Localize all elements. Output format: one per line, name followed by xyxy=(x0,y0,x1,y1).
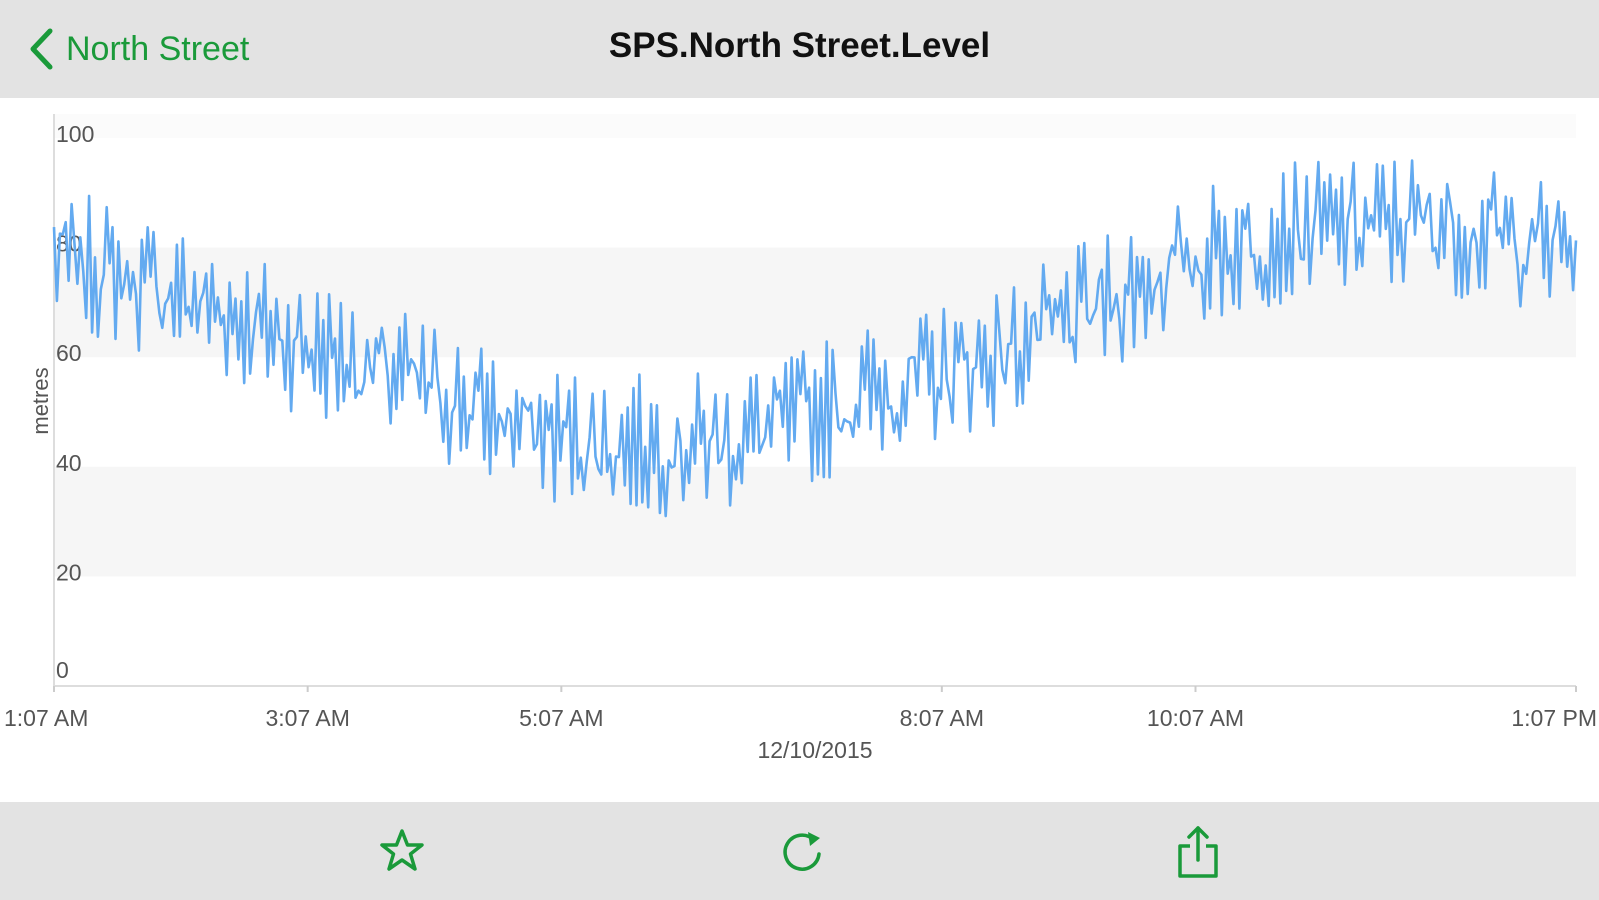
x-tick-label: 1:07 AM xyxy=(4,705,88,731)
refresh-button[interactable] xyxy=(772,822,832,882)
x-tick-label: 10:07 AM xyxy=(1147,705,1244,731)
star-icon xyxy=(380,829,424,871)
favorite-button[interactable] xyxy=(372,822,432,882)
share-button[interactable] xyxy=(1168,822,1228,882)
x-tick-label: 5:07 AM xyxy=(519,705,603,731)
y-axis-title: metres xyxy=(28,367,53,434)
x-tick-label: 8:07 AM xyxy=(900,705,984,731)
navigation-bar: North Street SPS.North Street.Level xyxy=(0,0,1599,98)
back-button-label: North Street xyxy=(66,29,250,68)
x-axis-title: 12/10/2015 xyxy=(757,737,872,763)
y-tick-label: 20 xyxy=(56,559,82,585)
y-tick-label: 60 xyxy=(56,340,82,366)
grid-band xyxy=(54,466,1576,577)
page-title: SPS.North Street.Level xyxy=(608,26,991,65)
series-line xyxy=(52,159,1578,518)
grid-band xyxy=(54,247,1576,358)
share-icon xyxy=(1178,826,1218,878)
y-tick-label: 0 xyxy=(56,657,69,683)
refresh-icon xyxy=(783,832,821,871)
y-tick-label: 100 xyxy=(56,121,94,147)
chevron-left-icon xyxy=(30,28,53,70)
grid-band xyxy=(54,114,1576,138)
x-tick-label: 3:07 AM xyxy=(265,705,349,731)
x-tick-label: 1:07 PM xyxy=(1511,705,1597,731)
y-tick-label: 40 xyxy=(56,450,82,476)
bottom-toolbar xyxy=(0,802,1599,900)
back-button[interactable]: North Street xyxy=(24,22,249,76)
